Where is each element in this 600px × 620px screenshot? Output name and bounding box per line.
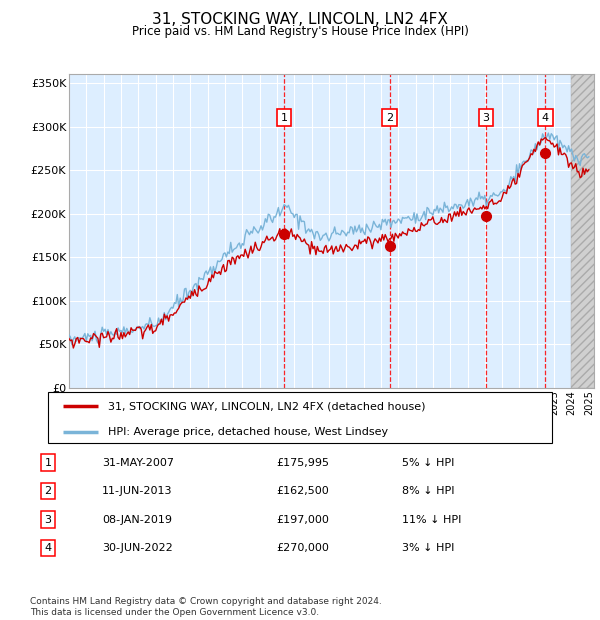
Text: 1: 1 — [44, 458, 52, 467]
Text: 2: 2 — [386, 113, 393, 123]
Text: 11% ↓ HPI: 11% ↓ HPI — [402, 515, 461, 525]
Text: 3: 3 — [44, 515, 52, 525]
Text: Contains HM Land Registry data © Crown copyright and database right 2024.
This d: Contains HM Land Registry data © Crown c… — [30, 598, 382, 617]
Bar — [284, 74, 571, 388]
Text: 5% ↓ HPI: 5% ↓ HPI — [402, 458, 454, 467]
Text: 31, STOCKING WAY, LINCOLN, LN2 4FX (detached house): 31, STOCKING WAY, LINCOLN, LN2 4FX (deta… — [109, 401, 426, 411]
Text: 2: 2 — [44, 486, 52, 496]
Text: £162,500: £162,500 — [276, 486, 329, 496]
Text: £270,000: £270,000 — [276, 543, 329, 553]
Text: Price paid vs. HM Land Registry's House Price Index (HPI): Price paid vs. HM Land Registry's House … — [131, 25, 469, 38]
Text: 31, STOCKING WAY, LINCOLN, LN2 4FX: 31, STOCKING WAY, LINCOLN, LN2 4FX — [152, 12, 448, 27]
Text: 31-MAY-2007: 31-MAY-2007 — [102, 458, 174, 467]
Text: £175,995: £175,995 — [276, 458, 329, 467]
Text: 4: 4 — [542, 113, 549, 123]
Text: 3% ↓ HPI: 3% ↓ HPI — [402, 543, 454, 553]
Text: 1: 1 — [281, 113, 287, 123]
Bar — [571, 74, 598, 388]
Text: 11-JUN-2013: 11-JUN-2013 — [102, 486, 173, 496]
Text: £197,000: £197,000 — [276, 515, 329, 525]
Text: 8% ↓ HPI: 8% ↓ HPI — [402, 486, 455, 496]
Text: 30-JUN-2022: 30-JUN-2022 — [102, 543, 173, 553]
Text: 08-JAN-2019: 08-JAN-2019 — [102, 515, 172, 525]
Text: HPI: Average price, detached house, West Lindsey: HPI: Average price, detached house, West… — [109, 427, 389, 436]
FancyBboxPatch shape — [48, 392, 552, 443]
Text: 3: 3 — [482, 113, 489, 123]
Text: 4: 4 — [44, 543, 52, 553]
